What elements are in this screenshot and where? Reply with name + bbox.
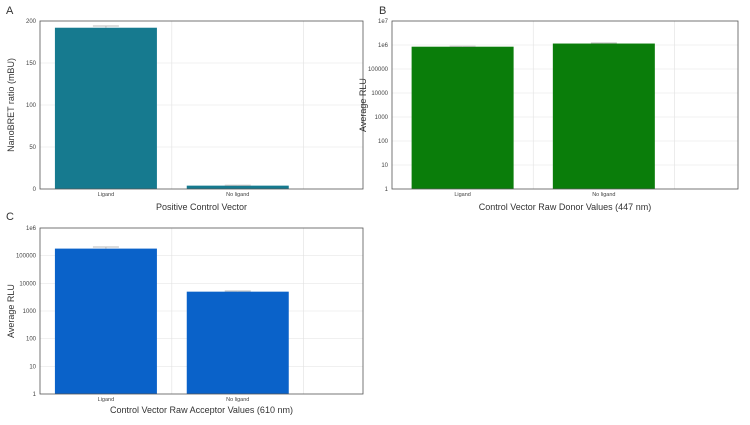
- x-axis-label: Control Vector Raw Donor Values (447 nm): [479, 202, 651, 212]
- bar-ligand: [54, 248, 157, 394]
- panel-letter-b: B: [379, 5, 386, 17]
- y-tick-label: 0: [33, 187, 37, 193]
- x-axis-label: Positive Control Vector: [156, 202, 247, 212]
- bar-ligand: [54, 27, 157, 189]
- y-tick-label: 1: [385, 187, 389, 193]
- y-tick-label: 1000: [375, 115, 389, 121]
- chart-panel-c: C 1 10 100 1000 10000 100000 1e6 Ligand No ligand…: [6, 211, 364, 415]
- y-axis-label: Average RLU: [358, 78, 368, 132]
- y-tick-label: 1e7: [378, 19, 389, 25]
- x-tick-label: No ligand: [226, 192, 249, 198]
- y-tick-label: 200: [26, 19, 37, 25]
- y-axis-label: Average RLU: [6, 284, 16, 338]
- panel-letter-a: A: [6, 5, 14, 17]
- bar-ligand: [411, 46, 514, 190]
- panel-letter-c: C: [6, 211, 14, 223]
- plot-frame: [39, 227, 364, 395]
- y-tick-label: 10: [381, 163, 388, 169]
- y-tick-label: 100: [378, 139, 389, 145]
- y-tick-label: 100000: [16, 254, 37, 260]
- y-tick-label: 10: [29, 364, 36, 370]
- y-tick-label: 100: [26, 103, 37, 109]
- x-axis-label: Control Vector Raw Acceptor Values (610 …: [110, 405, 293, 415]
- y-tick-label: 10000: [19, 281, 36, 287]
- x-tick-label: Ligand: [98, 397, 115, 403]
- chart-panel-b: B 1 10 100 1000 10000 100000 1e6 1e7 Ligand No lig…: [358, 5, 739, 212]
- y-tick-label: 50: [29, 145, 36, 151]
- bar-no-ligand: [186, 291, 289, 394]
- x-tick-label: Ligand: [454, 192, 471, 198]
- x-tick-label: Ligand: [98, 192, 115, 198]
- y-tick-label: 150: [26, 61, 37, 67]
- chart-panel-a: A 0 50 100 150 200 Ligand No ligand Positive Con…: [6, 5, 364, 212]
- y-tick-label: 100: [26, 337, 37, 343]
- y-tick-label: 100000: [368, 67, 389, 73]
- y-tick-label: 1000: [23, 309, 37, 315]
- y-tick-label: 1e6: [378, 43, 389, 49]
- y-tick-label: 1e6: [26, 226, 37, 232]
- y-tick-label: 1: [33, 392, 37, 398]
- plot-frame: [39, 20, 364, 190]
- bar-no-ligand: [552, 43, 655, 190]
- x-tick-label: No ligand: [226, 397, 249, 403]
- plot-frame: [391, 20, 739, 190]
- y-tick-label: 10000: [371, 91, 388, 97]
- bar-no-ligand: [186, 185, 289, 189]
- y-axis-label: NanoBRET ratio (mBU): [6, 58, 16, 152]
- x-tick-label: No ligand: [592, 192, 615, 198]
